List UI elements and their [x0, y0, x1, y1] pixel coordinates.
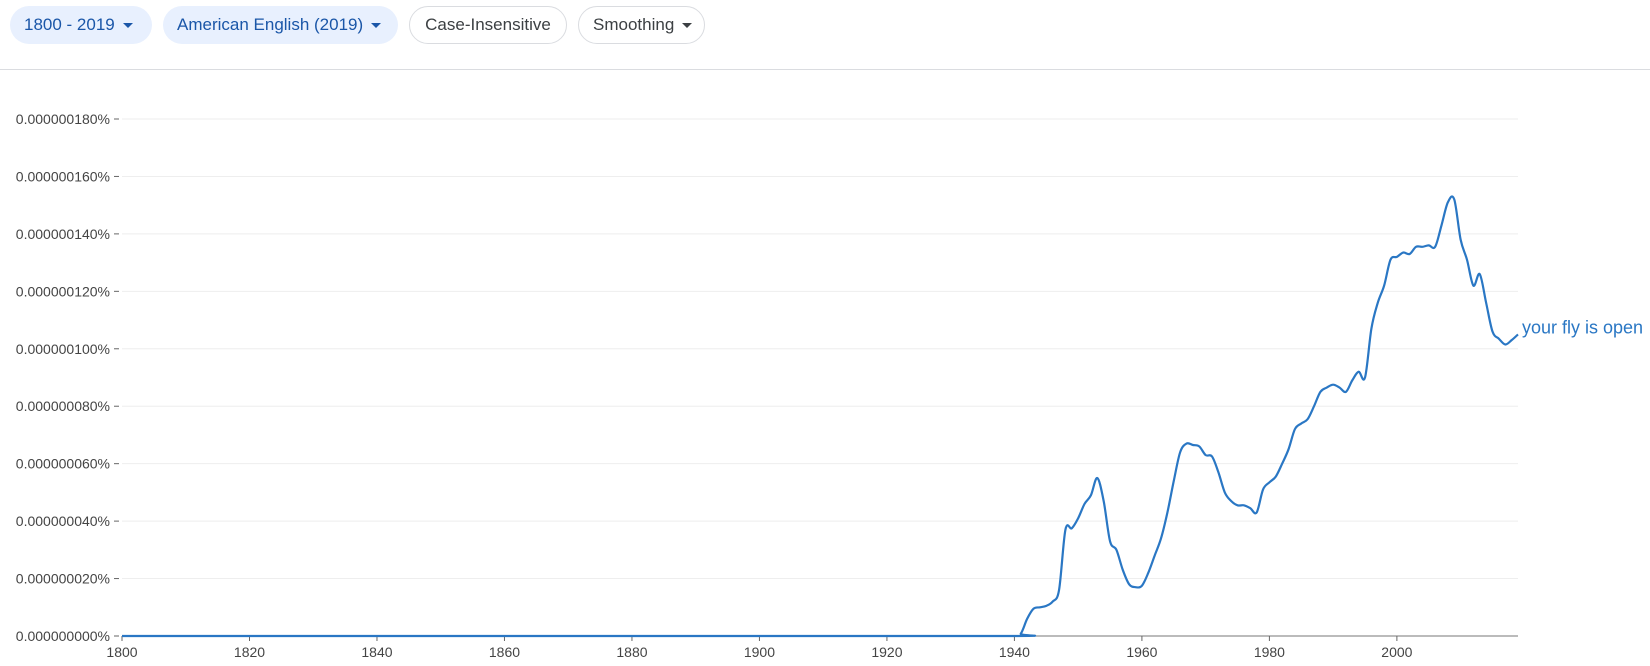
gridlines — [122, 118, 1518, 580]
series-line-your-fly-is-open[interactable] — [122, 195, 1519, 638]
y-tick-label: 0.000000080% — [16, 398, 110, 414]
x-tick-label: 2000 — [1381, 644, 1412, 660]
y-tick-label: 0.000000180% — [16, 111, 110, 127]
x-tick-label: 1820 — [234, 644, 265, 660]
x-tick-label: 1940 — [999, 644, 1030, 660]
x-tick-label: 1840 — [361, 644, 392, 660]
y-tick-label: 0.000000140% — [16, 226, 110, 242]
x-tick-label: 1800 — [106, 644, 137, 660]
y-tick-label: 0.000000100% — [16, 341, 110, 357]
x-axis: 1800 1820 1840 1860 1880 1900 1920 1940 1960 1980… — [106, 635, 1518, 660]
toolbar: 1800 - 2019 American English (2019) Case… — [0, 0, 1650, 70]
x-tick-label: 1960 — [1126, 644, 1157, 660]
smoothing-label: Smoothing — [593, 15, 675, 34]
y-tick-label: 0.000000120% — [16, 283, 110, 299]
x-tick-label: 1880 — [616, 644, 647, 660]
x-tick-label: 1900 — [744, 644, 775, 660]
x-tick-label: 1980 — [1254, 644, 1285, 660]
chevron-down-icon — [682, 22, 693, 28]
case-insensitive-label: Case-Insensitive — [425, 15, 551, 34]
smoothing-dropdown[interactable]: Smoothing — [578, 6, 705, 44]
y-tick-label: 0.000000000% — [16, 628, 110, 644]
y-axis: 0.000000000% 0.000000020% 0.000000040% 0.00… — [16, 111, 119, 644]
series-layer: your fly is open — [122, 195, 1643, 638]
y-tick-label: 0.000000020% — [16, 571, 110, 587]
series-label[interactable]: your fly is open — [1522, 317, 1643, 337]
y-tick-label: 0.000000060% — [16, 456, 110, 472]
case-insensitive-toggle[interactable]: Case-Insensitive — [409, 6, 567, 44]
chevron-down-icon — [122, 22, 133, 28]
corpus-dropdown[interactable]: American English (2019) — [163, 6, 398, 44]
year-range-label: 1800 - 2019 — [24, 15, 115, 34]
corpus-label: American English (2019) — [177, 15, 364, 34]
x-tick-label: 1920 — [871, 644, 902, 660]
x-tick-label: 1860 — [489, 644, 520, 660]
chevron-down-icon — [371, 22, 382, 28]
y-tick-label: 0.000000160% — [16, 168, 110, 184]
y-tick-label: 0.000000040% — [16, 513, 110, 529]
year-range-dropdown[interactable]: 1800 - 2019 — [10, 6, 152, 44]
